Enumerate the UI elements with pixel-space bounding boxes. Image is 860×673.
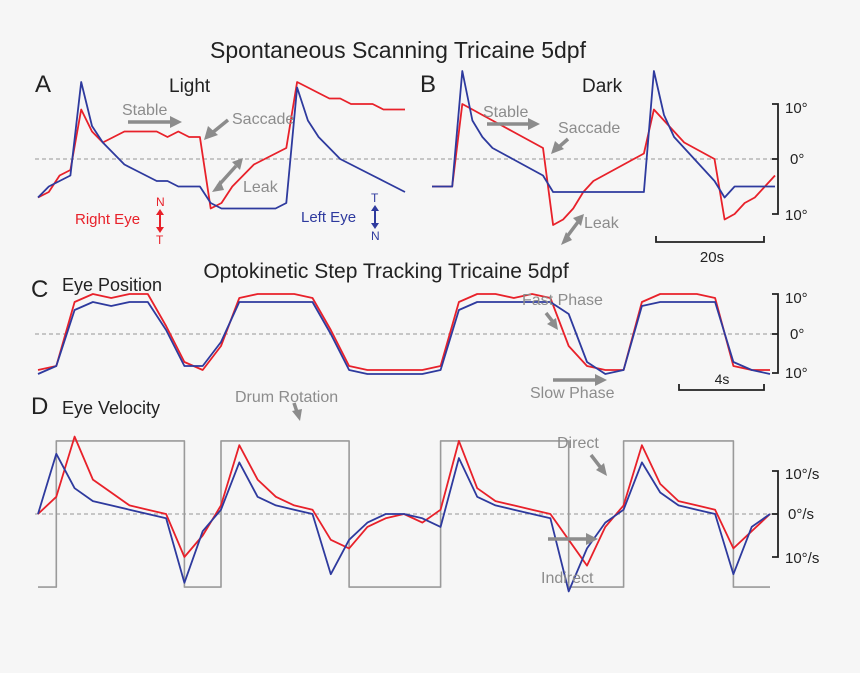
legend-right-eye-n: N [156, 195, 165, 209]
panel-c-left-eye-line [37, 301, 771, 375]
indirect-arrow-head [586, 533, 598, 545]
panel-d-letter: D [31, 393, 48, 420]
panel-d-right-eye-line [37, 435, 771, 567]
stable-arrow-a-head [170, 116, 182, 128]
panel-b-left-eye-line [432, 70, 775, 199]
panel-b-letter: B [420, 71, 436, 98]
stable-arrow-b-head [528, 118, 540, 130]
label-fast-phase: Fast Phase [522, 292, 603, 309]
drum-rotation-arrow-head [292, 409, 302, 421]
scale-c-mid: 0° [790, 326, 804, 343]
saccade-arrow-a-head [204, 126, 218, 140]
time-scale-c-label: 4s [715, 371, 730, 387]
fast-phase-arrow [544, 311, 555, 324]
label-direct: Direct [557, 435, 599, 452]
scale-bar-d [772, 470, 779, 558]
panel-d-left-eye-line [37, 452, 771, 593]
legend-left-eye-n: N [371, 229, 380, 243]
direct-arrow-head [596, 463, 607, 476]
panel-c-right-eye-line [37, 293, 770, 371]
fast-phase-arrow-head [547, 318, 558, 330]
saccade-arrow-b-head [551, 141, 564, 154]
panel-a-title: Light [169, 76, 211, 97]
leak-arrow-a-head [232, 158, 243, 170]
legend-left-eye-t: T [371, 191, 379, 205]
label-saccade-b: Saccade [558, 120, 620, 137]
panel-a-right-eye-line [37, 81, 405, 210]
left-eye-direction-icon [371, 205, 379, 229]
figure-title-middle: Optokinetic Step Tracking Tricaine 5dpf [203, 260, 569, 283]
drum-rotation-series [38, 440, 770, 588]
time-scale-ab-label: 20s [700, 249, 724, 266]
legend-right-eye-t: T [156, 233, 164, 247]
traces [37, 70, 776, 593]
leak-arrow-a-tail [212, 180, 224, 192]
time-scale-ab [655, 236, 765, 243]
scale-c-top: 10° [785, 290, 808, 307]
annotation-arrows [128, 116, 607, 545]
slow-phase-arrow-head [595, 374, 607, 386]
scale-c-bot: 10° [785, 365, 808, 382]
scale-bar-ab [772, 103, 779, 215]
time-scale-c [678, 384, 765, 391]
panel-b-right-eye-line [432, 103, 776, 226]
scale-d-top: 10°/s [785, 466, 819, 483]
right-eye-direction-icon [156, 209, 164, 233]
panel-b-title: Dark [582, 76, 623, 97]
panel-d-drum-rotation-line [38, 440, 770, 588]
panel-d-title: Eye Velocity [62, 398, 160, 418]
label-saccade-a: Saccade [232, 111, 294, 128]
panel-a-letter: A [35, 71, 51, 98]
label-drum-rotation: Drum Rotation [235, 389, 338, 406]
panel-a-left-eye-line [37, 81, 406, 210]
legend-left-eye: Left Eye [301, 209, 356, 226]
leak-arrow-b-head [573, 214, 584, 226]
scale-bar-c [772, 293, 779, 374]
label-stable-b: Stable [483, 104, 528, 121]
legend-right-eye: Right Eye [75, 211, 140, 228]
saccade-arrow-b [558, 137, 570, 148]
scale-d-bot: 10°/s [785, 550, 819, 567]
panel-c-letter: C [31, 276, 48, 303]
label-leak-a: Leak [243, 179, 279, 196]
direct-arrow [589, 453, 603, 470]
scale-d-mid: 0°/s [788, 506, 814, 523]
leak-arrow-b-tail [561, 232, 572, 245]
label-leak-b: Leak [584, 215, 620, 232]
label-stable-a: Stable [122, 102, 167, 119]
label-indirect: Indirect [541, 570, 594, 587]
label-slow-phase: Slow Phase [530, 385, 615, 402]
scale-ab-bot: 10° [785, 207, 808, 224]
scale-ab-mid: 0° [790, 151, 804, 168]
panel-c-title: Eye Position [62, 275, 162, 295]
saccade-arrow-a [210, 118, 230, 135]
figure-title-top: Spontaneous Scanning Tricaine 5dpf [210, 37, 587, 63]
scale-ab-top: 10° [785, 100, 808, 117]
